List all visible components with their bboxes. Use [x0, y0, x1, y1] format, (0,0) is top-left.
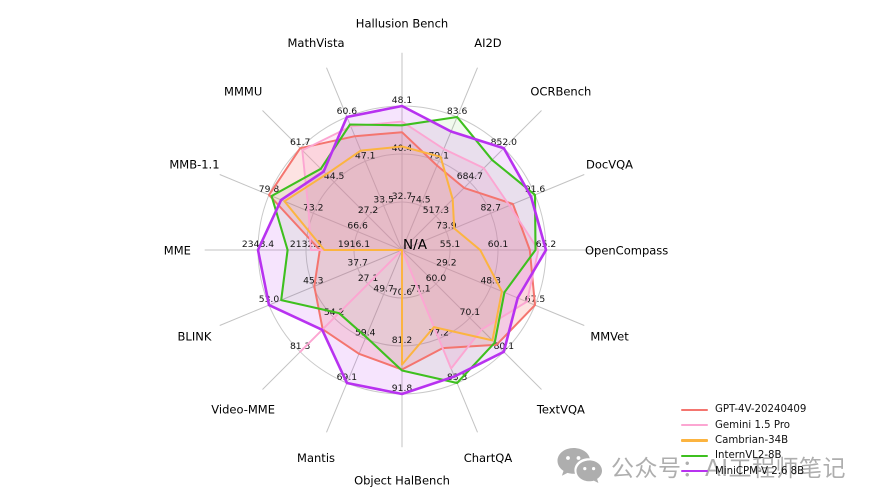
series-line-gemini-1-5-pro — [299, 120, 540, 370]
legend-item-gemini-1-5-pro: Gemini 1.5 Pro — [681, 417, 806, 432]
legend-label: InternVL2-8B — [715, 450, 782, 462]
ring-tick-label: 40.4 — [392, 143, 413, 154]
ring-tick-label: 66.6 — [347, 221, 368, 232]
series-lines — [256, 104, 548, 396]
ring-tick-label: 59.4 — [355, 328, 376, 339]
ring-tick-label: 79.8 — [259, 184, 280, 195]
ring-tick-label: 33.5 — [373, 195, 394, 206]
wechat-icon — [557, 448, 602, 483]
ring-tick-label: 48.1 — [392, 95, 412, 106]
series-fill-internvl2-8b — [271, 117, 536, 383]
chart-legend: GPT-4V-20240409 Gemini 1.5 Pro Cambrian-34… — [681, 402, 806, 479]
watermark-text: 公众号：AI工程师笔记 — [611, 456, 847, 482]
ring-tick-label: 2348.4 — [242, 239, 274, 250]
axis-label-ai2d: AI2D — [474, 36, 502, 50]
axis-label-mathvista: MathVista — [287, 36, 344, 50]
ring-tick-label: 684.7 — [457, 171, 483, 182]
ring-tick-label: 74.5 — [410, 195, 431, 206]
axis-label-textvqa: TextVQA — [536, 402, 585, 416]
ring-tick-label: 2132.3 — [290, 239, 322, 250]
ring-tick-label: 60.6 — [337, 106, 358, 117]
legend-label: MiniCPM-V 2.6 8B — [715, 465, 805, 477]
axis-label-mmmu: MMMU — [224, 85, 262, 99]
axis-spoke — [219, 174, 403, 251]
series-line-minicpm-v-2-6-8b — [256, 104, 548, 396]
legend-swatch — [681, 454, 708, 458]
series-fill-cambrian-34b — [284, 146, 502, 365]
legend-item-minicpm-v-2-6-8b: MiniCPM-V 2.6 8B — [681, 464, 806, 479]
axis-label-opencompass: OpenCompass — [585, 244, 668, 258]
ring-tick-label: 1916.1 — [338, 239, 370, 250]
legend-item-internvl2-8b: InternVL2-8B — [681, 448, 806, 463]
ring-tick-label: 37.7 — [347, 257, 368, 268]
legend-swatch — [681, 470, 708, 473]
ring-tick-label: 91.8 — [392, 383, 413, 394]
series-fill-gemini-1-5-pro — [300, 121, 539, 369]
axis-label-mantis: Mantis — [297, 451, 335, 465]
ring-tick-label: 61.7 — [290, 137, 311, 148]
ring-tick-label: 60.0 — [426, 273, 447, 284]
ring-tick-label: 517.3 — [423, 205, 449, 216]
series-line-internvl2-8b — [270, 115, 537, 385]
ring-tick-label: 81.3 — [290, 341, 311, 352]
ring-tick-label: 71.1 — [410, 283, 430, 294]
ring-tick-label: 91.6 — [525, 184, 546, 195]
axis-label-video-mme: Video-MME — [211, 402, 275, 416]
axis-label-docvqa: DocVQA — [586, 158, 633, 172]
ring-tick-label: 27.1 — [358, 273, 378, 284]
ring-tick-label: 73.2 — [303, 202, 323, 213]
legend-swatch — [681, 439, 708, 442]
ring-tick-label: 83.6 — [447, 106, 468, 117]
axis-spoke — [401, 249, 585, 326]
axis-spoke — [262, 110, 403, 251]
legend-item-cambrian-34b: Cambrian-34B — [681, 433, 806, 448]
ring-tick-label: 44.5 — [324, 171, 345, 182]
legend-label: GPT-4V-20240409 — [715, 404, 807, 416]
ring-tick-label: 80.1 — [494, 341, 514, 352]
ring-tick-label: 27.2 — [358, 205, 378, 216]
axis-label-blink: BLINK — [178, 329, 212, 343]
ring-tick-label: 70.1 — [460, 307, 480, 318]
axis-label-mmb-1-1: MMB-1.1 — [169, 158, 219, 172]
legend-swatch — [681, 408, 708, 411]
ring-tick-label: 77.2 — [429, 328, 449, 339]
axis-label-mmvet: MMVet — [590, 329, 629, 343]
ring-tick-label: 47.1 — [355, 150, 375, 161]
axis-spoke — [401, 110, 542, 251]
axis-spoke — [326, 249, 403, 433]
axis-label-object-halbench: Object HalBench — [354, 474, 450, 488]
ring-tick-label: 83.3 — [447, 372, 468, 383]
ring-tick-label: 48.3 — [480, 276, 501, 287]
ring-tick-label: 55.1 — [440, 239, 460, 250]
legend-item-gpt-4v-20240409: GPT-4V-20240409 — [681, 402, 806, 417]
axis-labels: Hallusion Bench AI2D OCRBench DocVQA OpenCom… — [164, 16, 669, 487]
ring-tick-label: 73.9 — [436, 221, 457, 232]
axis-spoke — [326, 67, 403, 251]
ring-tick-label: 49.7 — [373, 283, 394, 294]
ring-tick-label: 65.2 — [536, 239, 556, 250]
axis-spoke — [401, 174, 585, 251]
legend-label: Cambrian-34B — [715, 434, 789, 446]
ring-tick-label: 29.2 — [436, 257, 456, 268]
axis-label-mme: MME — [164, 244, 191, 258]
axis-label-chartqa: ChartQA — [464, 451, 513, 465]
watermark: 公众号：AI工程师笔记 — [556, 446, 846, 486]
axis-spoke — [401, 249, 542, 390]
legend-swatch — [681, 423, 708, 427]
ring-tick-label: 69.1 — [337, 372, 357, 383]
center-na-label: N/A — [403, 237, 428, 253]
ring-tick-label: 82.7 — [480, 202, 501, 213]
legend-label: Gemini 1.5 Pro — [715, 419, 791, 431]
ring-tick-label: 60.1 — [488, 239, 508, 250]
axis-spoke — [401, 67, 478, 251]
axis-spoke — [219, 249, 403, 326]
ring-tick-label: 32.7 — [392, 191, 413, 202]
axis-label-hallusion-bench: Hallusion Bench — [356, 16, 448, 30]
ring-tick-label: 45.3 — [303, 276, 324, 287]
axis-label-ocrbench: OCRBench — [530, 85, 591, 99]
series-line-cambrian-34b — [283, 145, 503, 366]
ring-tick-label: 852.0 — [491, 137, 517, 148]
